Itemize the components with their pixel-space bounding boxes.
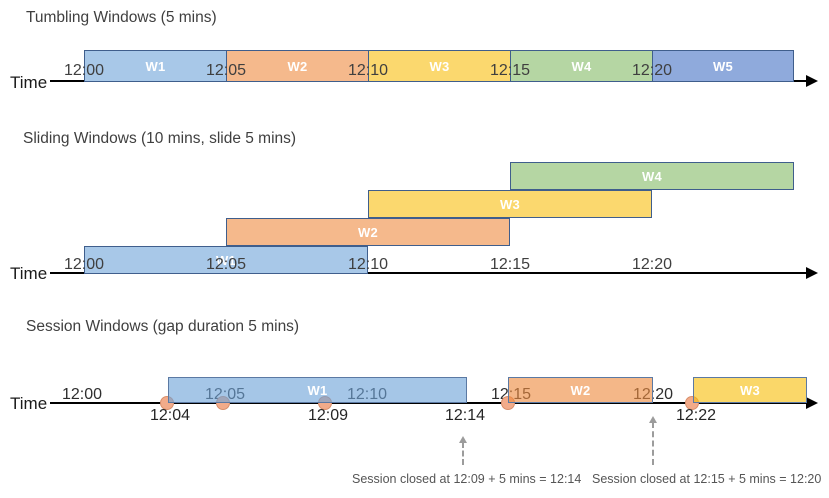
- dashed-up-arrow-icon: [649, 416, 657, 465]
- arrowhead: [459, 436, 467, 443]
- window-label: W1: [145, 58, 166, 74]
- session-time-axis-label: Time: [10, 394, 48, 413]
- window-label: W2: [357, 224, 379, 240]
- event-time-label: 12:04: [149, 407, 191, 424]
- axis-arrow-icon: [806, 75, 818, 87]
- window-label: W2: [287, 58, 308, 74]
- window-label: W5: [712, 58, 734, 74]
- event-time-label: 12:09: [307, 407, 349, 424]
- axis-arrow-icon: [806, 397, 818, 409]
- tumbling-tick: 12:15: [489, 62, 531, 79]
- session-tick: 12:00: [61, 386, 103, 403]
- sliding-tick: 12:20: [631, 256, 673, 273]
- sliding-tick: 12:15: [489, 256, 531, 273]
- sliding-tick: 12:10: [347, 256, 389, 273]
- sliding-window-w4: W4: [510, 162, 794, 190]
- dashed-line: [462, 442, 464, 465]
- section-title-session: Session Windows (gap duration 5 mins): [26, 318, 300, 335]
- sliding-tick: 12:00: [63, 256, 105, 273]
- dashed-up-arrow-icon: [459, 436, 467, 465]
- tumbling-tick: 12:00: [63, 62, 105, 79]
- window-label: W1: [307, 382, 328, 398]
- sliding-time-axis: [50, 272, 808, 274]
- session-time-axis: [50, 402, 808, 404]
- session-window-w1: W1: [168, 377, 467, 403]
- session-annotation: Session closed at 12:09 + 5 mins = 12:14: [352, 472, 582, 486]
- window-label: W3: [429, 58, 450, 74]
- window-label: W1: [215, 252, 237, 268]
- event-time-label: 12:22: [675, 407, 717, 424]
- arrowhead: [649, 416, 657, 423]
- tumbling-time-axis-label: Time: [10, 73, 48, 92]
- sliding-window-w1: W1: [84, 246, 368, 274]
- tumbling-window-w3: W3: [368, 50, 511, 82]
- session-window-w3: W3: [693, 377, 807, 403]
- window-label: W4: [641, 168, 663, 184]
- session-annotation: Session closed at 12:15 + 5 mins = 12:20: [592, 472, 822, 486]
- tumbling-window-w5: W5: [652, 50, 794, 82]
- section-title-sliding: Sliding Windows (10 mins, slide 5 mins): [23, 130, 297, 147]
- event-time-label: 12:14: [444, 407, 486, 424]
- sliding-window-w2: W2: [226, 218, 510, 246]
- sliding-tick: 12:05: [205, 256, 247, 273]
- window-label: W3: [499, 196, 521, 212]
- tumbling-tick: 12:10: [347, 62, 389, 79]
- section-title-tumbling: Tumbling Windows (5 mins): [26, 9, 217, 26]
- tumbling-tick: 12:20: [631, 62, 673, 79]
- tumbling-tick: 12:05: [205, 62, 247, 79]
- window-label: W3: [739, 382, 761, 398]
- sliding-window-w3: W3: [368, 190, 652, 218]
- axis-arrow-icon: [806, 267, 818, 279]
- session-window-w2: W2: [508, 377, 653, 403]
- tumbling-window-w2: W2: [226, 50, 369, 82]
- tumbling-window-w1: W1: [84, 50, 227, 82]
- window-label: W2: [570, 382, 591, 398]
- window-label: W4: [571, 58, 592, 74]
- sliding-time-axis-label: Time: [10, 264, 48, 283]
- dashed-line: [652, 422, 654, 465]
